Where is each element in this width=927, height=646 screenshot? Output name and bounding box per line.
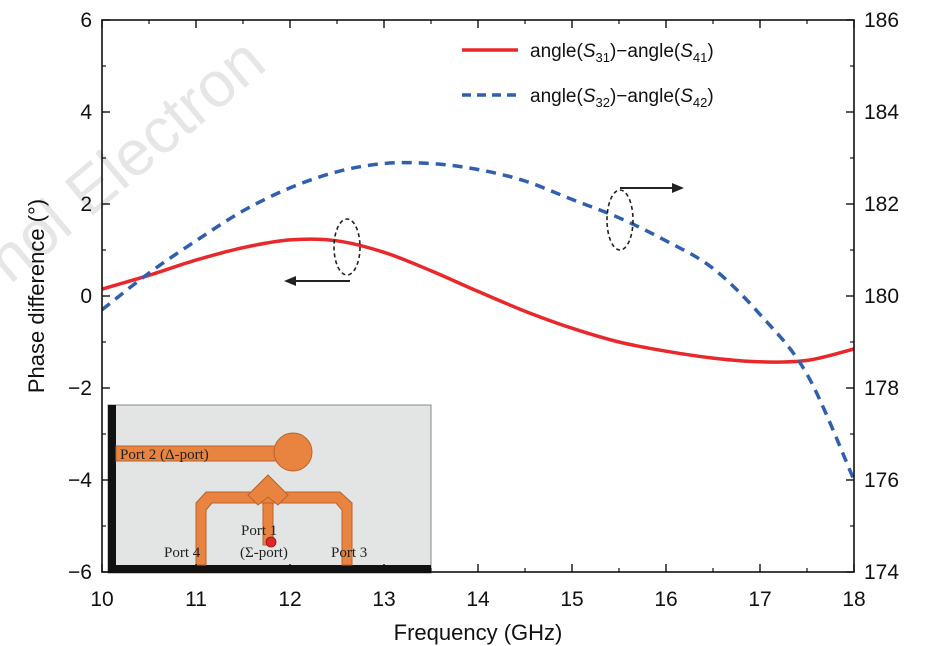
port1-feed-structure (247, 474, 289, 506)
series-line-2 (100, 160, 856, 481)
annotation-right-axis (606, 183, 684, 251)
y-tick-label: −2 (68, 377, 92, 400)
x-tick-label: 11 (185, 588, 207, 611)
inset-label-port2: Port 2 (Δ-port) (120, 447, 209, 463)
x-tick-label: 15 (560, 588, 583, 611)
x-tick-label: 12 (278, 588, 301, 611)
x-tick-label: 16 (654, 588, 677, 611)
legend: angle(S31)−angle(S41) angle(S32)−angle(S… (462, 41, 714, 110)
series-line-1 (101, 237, 855, 364)
y2-tick-label: 176 (864, 469, 899, 492)
inset-label-port4: Port 4 (164, 545, 201, 561)
y-tick-label: −4 (68, 469, 92, 492)
inset-layout: Port 2 (Δ-port) Port 1 (Σ-port) Port 4 P… (107, 404, 432, 574)
port2-stub (273, 432, 313, 472)
x-tick-label: 18 (842, 588, 865, 611)
ring-hybrid-trace (195, 491, 353, 566)
legend-label-series-1: angle(S31)−angle(S41) (530, 41, 714, 65)
y-tick-label: 4 (80, 101, 92, 124)
tick-layer: 10 11 12 13 14 15 16 17 18 −6 −4 −2 0 2 4 6 174 176 178 180… (68, 9, 899, 611)
inset-bottom-bar (108, 565, 431, 573)
x-axis-title: Frequency (GHz) (394, 620, 563, 645)
y2-tick-label: 182 (864, 193, 899, 216)
annotation-ellipse-left (333, 218, 361, 276)
annotation-arrowhead-right (672, 183, 684, 193)
inset-label-port3: Port 3 (331, 545, 367, 561)
x-tick-label: 14 (466, 588, 490, 611)
inset-left-bar (108, 405, 116, 573)
y2-tick-label: 178 (864, 377, 899, 400)
y-tick-label: 0 (80, 285, 92, 308)
inset-label-sigma-port: (Σ-port) (240, 545, 288, 561)
y-tick-label: −6 (68, 561, 92, 584)
legend-label-series-2: angle(S32)−angle(S42) (530, 86, 714, 110)
x-tick-label: 17 (748, 588, 771, 611)
y-tick-label: 2 (80, 193, 92, 216)
annotation-ellipse-right (606, 189, 634, 251)
y2-tick-label: 180 (864, 285, 899, 308)
annotation-arrowhead-left (284, 276, 296, 286)
y-axis-title: Phase difference (°) (24, 199, 49, 393)
annotation-left-axis (284, 218, 361, 286)
y-tick-label: 6 (80, 9, 92, 32)
y2-tick-label: 184 (864, 101, 899, 124)
y2-tick-label: 174 (864, 561, 899, 584)
x-tick-label: 10 (90, 588, 113, 611)
series-layer (100, 160, 856, 481)
y2-tick-label: 186 (864, 9, 899, 32)
x-tick-label: 13 (372, 588, 395, 611)
port1-marker (265, 536, 277, 548)
inset-label-port1: Port 1 (241, 523, 277, 539)
